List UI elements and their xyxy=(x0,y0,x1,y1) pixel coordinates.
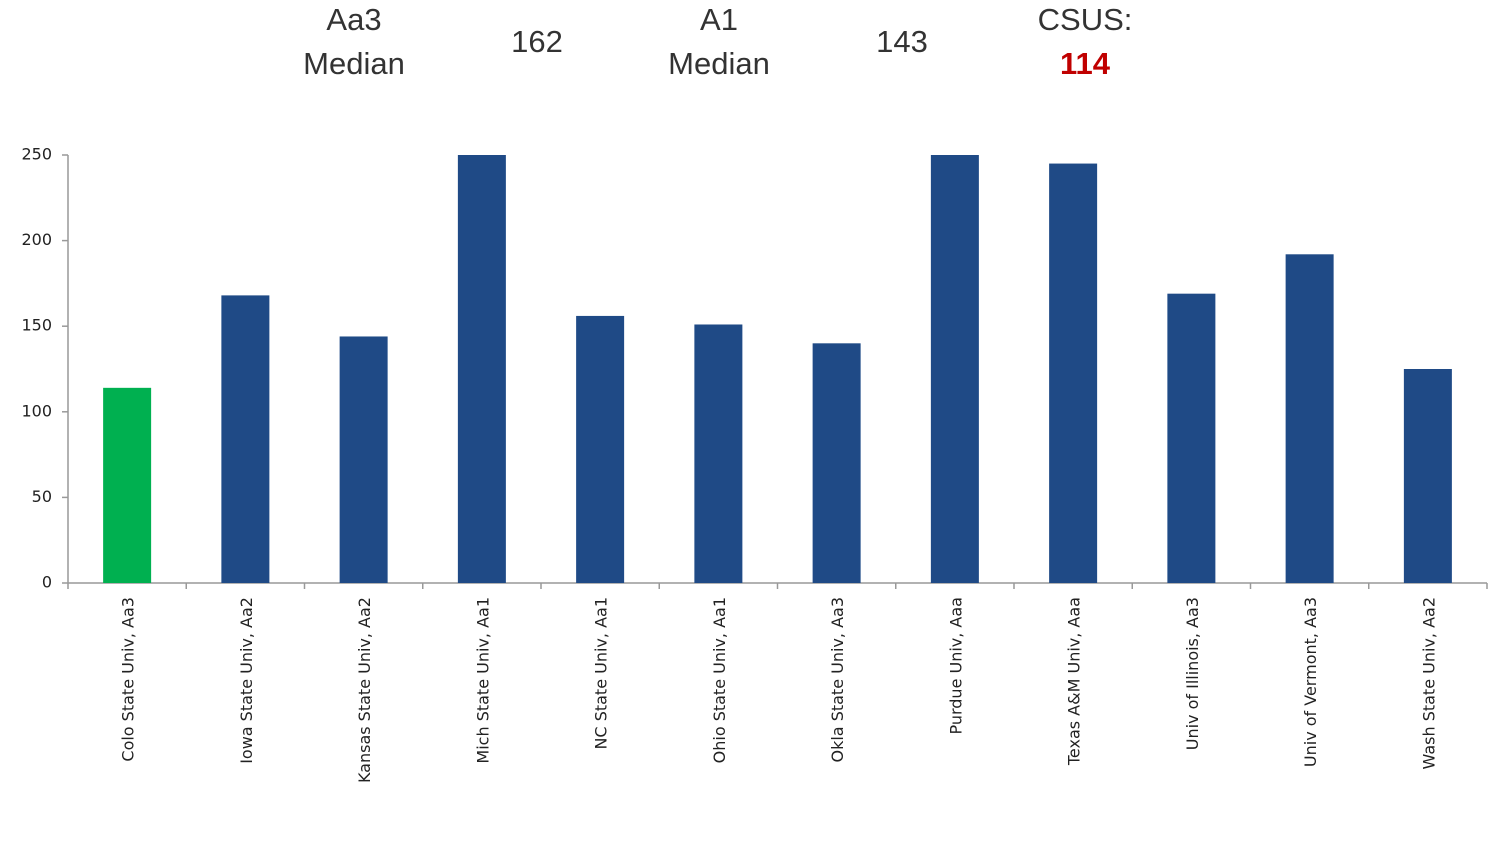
bar xyxy=(930,155,979,583)
annotation-label: CSUS: xyxy=(1038,2,1133,37)
bar xyxy=(1167,293,1216,583)
x-tick-label: Okla State Univ, Aa3 xyxy=(828,597,847,763)
annotation-label: Median xyxy=(668,46,770,81)
bar xyxy=(339,336,388,583)
x-tick-label: Mich State Univ, Aa1 xyxy=(473,597,492,764)
bar xyxy=(1049,163,1098,583)
annotation-label: Median xyxy=(303,46,405,81)
x-tick-label: Univ of Vermont, Aa3 xyxy=(1301,597,1320,767)
bar xyxy=(221,295,270,583)
y-tick-label: 150 xyxy=(21,316,52,335)
x-tick-label: Ohio State Univ, Aa1 xyxy=(710,597,729,763)
bar xyxy=(694,324,743,583)
y-tick-label: 100 xyxy=(21,401,52,420)
y-tick-label: 250 xyxy=(21,145,52,164)
x-tick-label: Iowa State Univ, Aa2 xyxy=(237,597,256,764)
bar xyxy=(457,155,506,583)
annotation-label: Aa3 xyxy=(326,2,381,37)
y-tick-label: 0 xyxy=(42,573,52,592)
x-tick-label: Wash State Univ, Aa2 xyxy=(1419,597,1438,769)
bar xyxy=(1285,254,1334,583)
x-tick-label: Univ of Illinois, Aa3 xyxy=(1183,597,1202,750)
x-tick-label: Colo State Univ, Aa3 xyxy=(119,597,138,762)
x-tick-label: Purdue Univ, Aaa xyxy=(946,597,965,735)
bar xyxy=(576,315,625,583)
annotation-value: 162 xyxy=(511,24,563,59)
bar xyxy=(812,343,861,583)
y-tick-label: 200 xyxy=(21,230,52,249)
x-tick-label: Texas A&M Univ, Aaa xyxy=(1065,597,1084,766)
annotation-label: A1 xyxy=(700,2,738,37)
bar xyxy=(1403,369,1452,583)
y-tick-label: 50 xyxy=(32,487,52,506)
bar xyxy=(103,387,152,583)
x-tick-label: NC State Univ, Aa1 xyxy=(592,597,611,750)
annotation-value: 114 xyxy=(1060,46,1111,81)
annotation-value: 143 xyxy=(876,24,928,59)
x-tick-label: Kansas State Univ, Aa2 xyxy=(355,597,374,783)
